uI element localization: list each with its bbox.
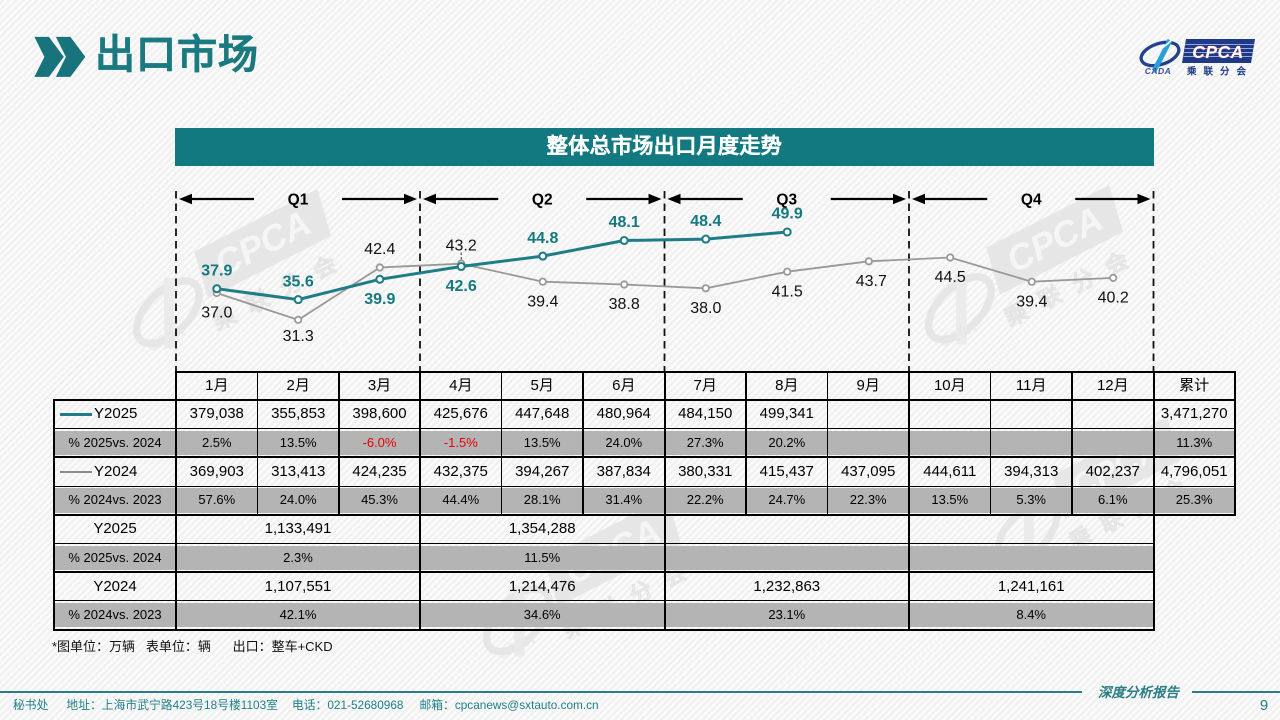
- svg-text:CADA: CADA: [1145, 66, 1172, 76]
- svg-text:43.2: 43.2: [446, 237, 477, 254]
- svg-text:49.9: 49.9: [772, 206, 803, 223]
- svg-text:43.7: 43.7: [856, 273, 887, 290]
- svg-text:40.2: 40.2: [1098, 290, 1129, 307]
- svg-text:Q3: Q3: [776, 192, 797, 209]
- svg-text:Q4: Q4: [1021, 192, 1042, 209]
- svg-text:44.8: 44.8: [527, 230, 558, 247]
- svg-text:37.9: 37.9: [201, 262, 232, 279]
- svg-text:Q2: Q2: [532, 192, 553, 209]
- svg-text:35.6: 35.6: [283, 273, 314, 290]
- svg-text:39.4: 39.4: [1016, 293, 1047, 310]
- svg-text:48.4: 48.4: [690, 213, 721, 230]
- svg-text:44.5: 44.5: [935, 269, 966, 286]
- svg-text:48.1: 48.1: [609, 214, 640, 231]
- svg-text:乘联分会: 乘联分会: [1186, 66, 1253, 78]
- svg-text:CPCA: CPCA: [1192, 42, 1244, 62]
- svg-text:38.8: 38.8: [609, 296, 640, 313]
- svg-text:42.4: 42.4: [364, 241, 395, 258]
- svg-text:38.0: 38.0: [690, 300, 721, 317]
- svg-text:41.5: 41.5: [772, 283, 803, 300]
- svg-text:Q1: Q1: [288, 192, 309, 209]
- svg-text:39.4: 39.4: [527, 293, 558, 310]
- svg-text:39.9: 39.9: [364, 291, 395, 308]
- svg-text:37.0: 37.0: [201, 305, 232, 322]
- svg-text:31.3: 31.3: [283, 328, 314, 345]
- svg-text:42.6: 42.6: [446, 278, 477, 295]
